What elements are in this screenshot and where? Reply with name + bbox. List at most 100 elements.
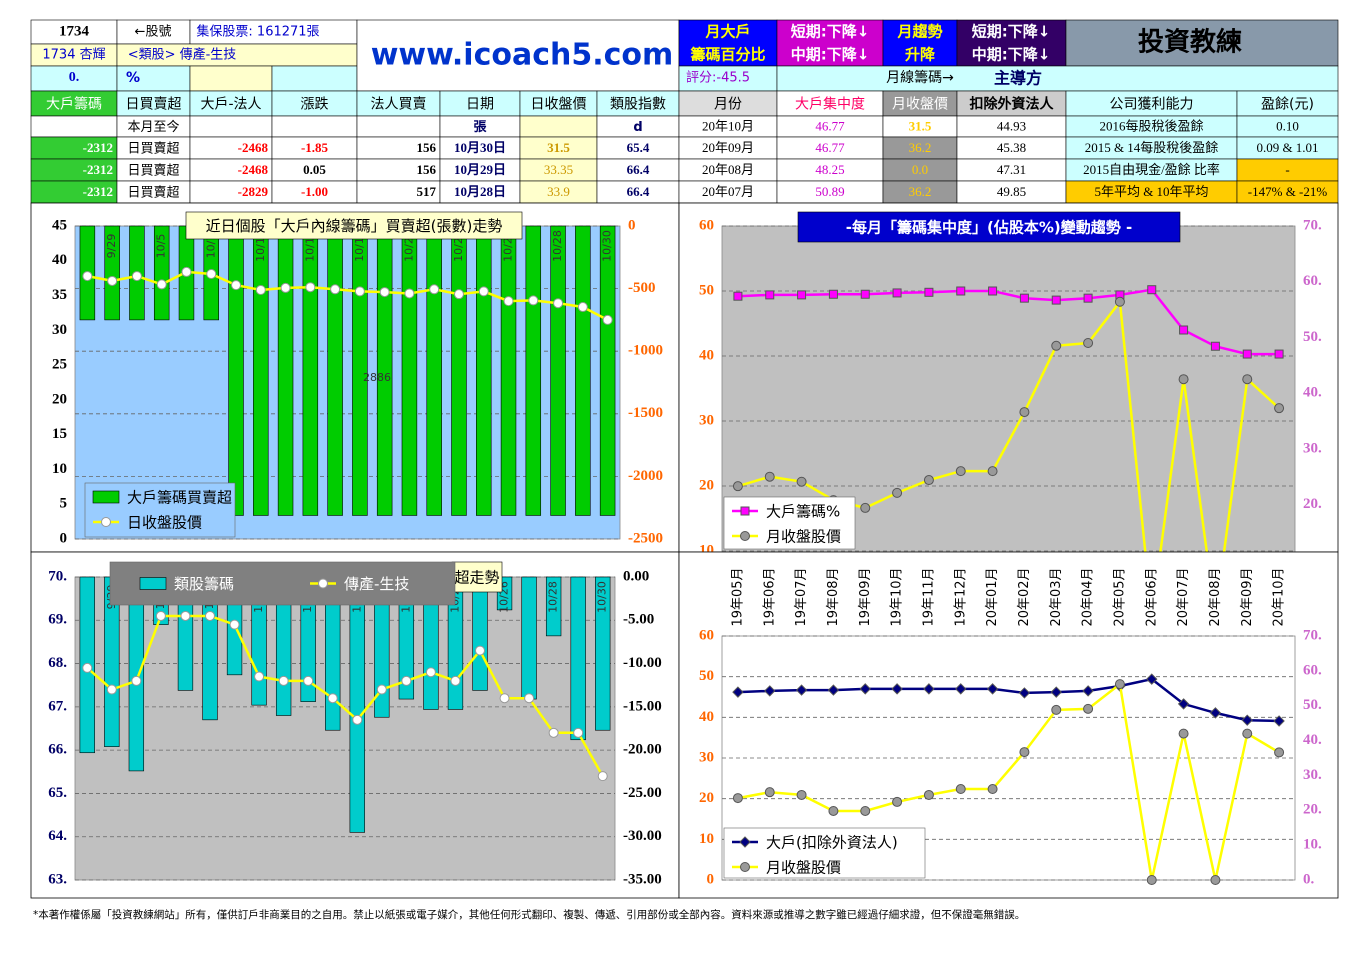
legend-label: 月收盤股價 [766, 859, 841, 877]
cell-text: 法人買賣 [371, 97, 427, 113]
cell-text: 月收盤價 [892, 96, 948, 113]
cell [271, 90, 358, 117]
marker [1242, 374, 1253, 385]
marker [524, 693, 535, 704]
tick-label: 60 [699, 217, 714, 233]
cell-text: 517 [417, 184, 437, 199]
cell-text: <類股> 傳產-生技 [128, 47, 237, 63]
marker [156, 279, 167, 290]
legend-label: 類股籌碼 [174, 575, 234, 593]
marker [1274, 747, 1285, 758]
cell-text: 0. [69, 70, 80, 85]
x-tick-label: 9/29 [105, 234, 118, 259]
tick-label: 0 [707, 871, 715, 887]
x-tick-label: 20年06月 [1144, 567, 1159, 626]
cell-text: 中期:下降↓ [972, 46, 1051, 64]
bar [599, 225, 616, 516]
marker [923, 683, 935, 695]
tick-label: 64. [48, 828, 67, 844]
cell-text: 盈餘(元) [1261, 96, 1314, 113]
marker [986, 683, 999, 695]
legend-label: 日收盤股價 [127, 514, 202, 532]
cell-text: -2312 [83, 140, 113, 155]
tick-label: 40 [699, 347, 714, 363]
cell [519, 90, 598, 117]
tick-label: -500 [628, 280, 656, 296]
chart-title: -每月「籌碼集中度」(佔股本%)變動趨勢 - [846, 219, 1132, 237]
x-tick-label: 20年03月 [1049, 567, 1064, 626]
marker [327, 693, 338, 704]
cell [30, 90, 118, 117]
bar [570, 576, 586, 741]
cell-text: -2468 [238, 140, 269, 155]
marker [255, 284, 266, 295]
cell-text: 月大戶 [704, 23, 750, 41]
x-tick-label: 20年04月 [1081, 567, 1096, 626]
marker [732, 481, 743, 492]
cell-text: 日期 [466, 97, 494, 113]
title-box [797, 211, 1181, 243]
marker [796, 476, 807, 487]
cell [776, 19, 884, 67]
cell [189, 65, 273, 92]
annotation: 2886 [363, 371, 391, 384]
marker [404, 288, 415, 299]
cell [356, 90, 441, 117]
marker [764, 787, 775, 798]
legend-label: 月收盤股價 [766, 528, 841, 546]
marker [376, 684, 387, 695]
tick-label: 68. [48, 655, 67, 671]
tick-label: 15 [52, 426, 67, 442]
marker [860, 502, 871, 513]
tick-label: -25.00 [623, 785, 662, 801]
cell-text: 65.4 [627, 140, 650, 155]
cell-text: 2015自由現金/盈餘 比率 [1083, 162, 1220, 177]
marker [1274, 403, 1285, 414]
cell-text: 31.5 [547, 140, 570, 155]
marker [1114, 679, 1125, 690]
marker [739, 836, 751, 848]
tick-label: 63. [48, 871, 67, 887]
cell-text: % [126, 70, 140, 86]
title-box [185, 211, 523, 240]
legend-label: 大戶籌碼% [766, 503, 840, 521]
tick-label: 40. [1303, 732, 1322, 748]
line [87, 270, 609, 322]
title-box [451, 561, 503, 593]
cell-text: 籌碼百分比 [690, 46, 765, 64]
tick-label: -15.00 [623, 698, 662, 714]
tick-label: -20.00 [623, 742, 662, 758]
cell [356, 19, 680, 92]
cell-text: 20年07月 [702, 184, 754, 199]
marker [740, 531, 750, 541]
marker [131, 271, 142, 282]
marker [987, 784, 998, 795]
x-tick-label: 20年09月 [1240, 567, 1255, 626]
cell [116, 90, 191, 117]
cell-text: 156 [417, 140, 437, 155]
chart: 63. 64. 65. 66. 67. 68. 69. 70. 0.00 -5.00 -10.00 -… [30, 551, 680, 899]
tick-label: -30.00 [623, 828, 662, 844]
cell-text: 中期:下降↓ [791, 46, 870, 64]
marker [573, 727, 584, 738]
cell-text: 月趨勢 [896, 23, 942, 41]
bar [104, 225, 120, 321]
tick-label: 10. [1303, 837, 1322, 853]
tick-label: 20. [1303, 802, 1322, 818]
marker [797, 290, 807, 300]
marker [229, 619, 240, 630]
x-tick-label: 20年05月 [1112, 567, 1127, 626]
cell [776, 65, 1339, 92]
marker [955, 683, 967, 695]
marker [528, 295, 539, 306]
marker [553, 298, 564, 309]
marker [1019, 407, 1030, 418]
cell [956, 19, 1067, 67]
marker [1178, 374, 1189, 385]
marker [860, 805, 871, 816]
tick-label: 25 [52, 357, 67, 373]
marker [453, 289, 464, 300]
cell-text: 50.89 [815, 184, 844, 199]
marker [330, 284, 341, 295]
cell [271, 115, 358, 138]
